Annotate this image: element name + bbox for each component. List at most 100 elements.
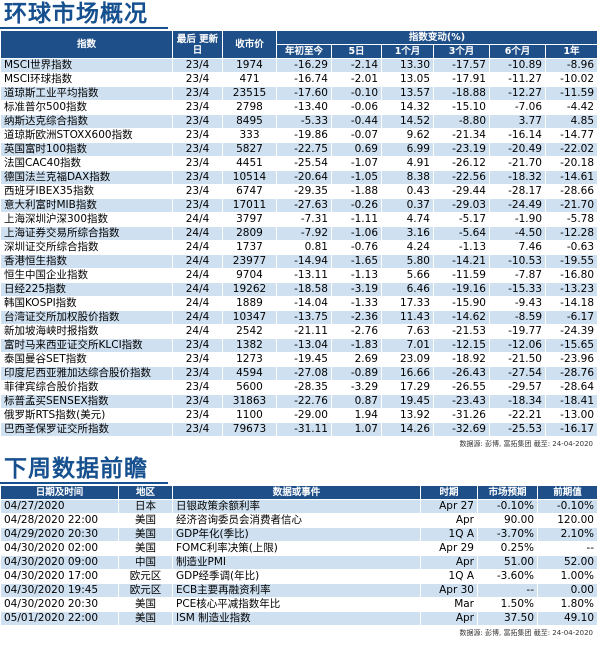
table-cell: -14.94 (276, 254, 332, 269)
table-cell: 中国 (118, 555, 173, 570)
table-cell: 19.45 (381, 394, 434, 409)
table-cell: -0.10% (477, 499, 538, 514)
table-cell: Apr 27 (420, 499, 478, 514)
table-row: MSCI世界指数 23/4 1974 -16.29 -2.14 13.30 -17.57 -1… (0, 58, 597, 73)
table-cell: 4.85 (544, 114, 597, 129)
market-title: 环球市场概况 (4, 1, 148, 27)
table-cell: -6.17 (544, 310, 597, 325)
table-cell: 纳斯达克综合指数 (0, 114, 173, 129)
table-cell: -3.19 (331, 282, 382, 297)
table-cell: -1.07 (331, 156, 382, 171)
table-cell: -19.55 (544, 254, 597, 269)
table-row: 04/30/2020 09:00 中国 制造业PMI Apr 51.00 52.00 (0, 555, 597, 570)
market-section-title: 环球市场概况 (0, 0, 597, 30)
table-row: 上海证券交易所综合指数 24/4 2809 -7.92 -1.06 3.16 -5.64 -4… (0, 226, 597, 241)
table-cell: -21.34 (433, 128, 490, 143)
table-cell: 6.46 (381, 282, 434, 297)
table-cell: 9.62 (381, 128, 434, 143)
table-row: MSCI环球指数 23/4 471 -16.74 -2.01 13.05 -17.91 -11… (0, 72, 597, 87)
header-change-group: 指数变动(%) (275, 30, 597, 45)
table-cell: 23/4 (172, 86, 223, 101)
table-cell: -22.75 (276, 142, 332, 157)
table-cell: 新加坡海峡时报指数 (0, 324, 173, 339)
table-cell: -28.64 (544, 380, 597, 395)
table-cell: -14.04 (276, 296, 332, 311)
table-cell: 1.50% (477, 597, 538, 612)
table-cell: -8.96 (544, 58, 597, 73)
events-source-note: 数据源: 彭博, 富拓集团 截至: 24-04-2020 (459, 629, 593, 637)
table-row: 菲律宾综合股价指数 23/4 5600 -28.35 -3.29 17.29 -26.55-… (0, 380, 597, 395)
table-cell: 1737 (222, 240, 277, 255)
table-cell: -13.75 (276, 310, 332, 325)
table-cell: 13.92 (381, 408, 434, 423)
table-cell: 韩国KOSPI指数 (0, 296, 173, 311)
table-cell: FOMC利率决策(上限) (172, 541, 421, 556)
table-row: 04/28/2020 22:00 美国 经济咨询委员会消费者信心 Apr 90.00 12… (0, 513, 597, 528)
table-cell: 美国 (118, 513, 173, 528)
table-cell: 1Q A (420, 527, 478, 542)
table-cell: -0.63 (544, 240, 597, 255)
table-cell: -10.89 (489, 58, 546, 73)
table-cell: -18.34 (489, 394, 546, 409)
table-cell: 1273 (222, 352, 277, 367)
events-header: 日期及时间 (0, 485, 119, 500)
table-cell: 17.29 (381, 380, 434, 395)
table-row: 日经225指数 24/4 19262 -18.58 -3.19 6.46 -19.16 -15… (0, 282, 597, 297)
table-cell: 巴西圣保罗证交所指数 (0, 422, 173, 437)
table-cell: 7.01 (381, 338, 434, 353)
table-cell: -7.92 (276, 226, 332, 241)
table-cell: -12.27 (489, 86, 546, 101)
table-row: 泰国曼谷SET指数 23/4 1273 -19.45 2.69 23.09 -18.92 -2… (0, 352, 597, 367)
table-cell: -10.02 (544, 72, 597, 87)
table-cell: -7.87 (489, 268, 546, 283)
table-cell: -18.88 (433, 86, 490, 101)
table-cell: 0.37 (381, 198, 434, 213)
table-row: 上海深圳沪深300指数 24/4 3797 -7.31 -1.11 4.74 -5.17 -1… (0, 212, 597, 227)
table-cell: -27.63 (276, 198, 332, 213)
table-cell: 4594 (222, 366, 277, 381)
header-last-update: 最后 更新日 (172, 30, 223, 59)
table-cell: -15.90 (433, 296, 490, 311)
table-cell: 23/4 (172, 72, 223, 87)
header-close: 收市价 (222, 30, 277, 59)
table-cell: 上海深圳沪深300指数 (0, 212, 173, 227)
table-cell: 24/4 (172, 296, 223, 311)
table-cell: Apr (420, 611, 478, 626)
table-cell: -28.35 (276, 380, 332, 395)
header-period: 5日 (331, 44, 382, 59)
table-cell: 23/4 (172, 100, 223, 115)
table-cell: -1.05 (331, 170, 382, 185)
table-cell: 04/28/2020 22:00 (0, 513, 119, 528)
table-row: 04/30/2020 17:00 欧元区 GDP经季调(年比) 1Q A -3.60% 1… (0, 569, 597, 584)
table-cell: 英国富时100指数 (0, 142, 173, 157)
table-cell: 2809 (222, 226, 277, 241)
header-period: 3个月 (433, 44, 490, 59)
table-cell: -13.11 (276, 268, 332, 283)
header-period: 6个月 (489, 44, 546, 59)
table-cell: -21.53 (433, 324, 490, 339)
table-cell: 美国 (118, 611, 173, 626)
table-cell: 13.57 (381, 86, 434, 101)
table-row: 04/27/2020 日本 日银政策余额利率 Apr 27 -0.10% -0.10% (0, 499, 597, 514)
table-cell: 31863 (222, 394, 277, 409)
table-cell: 1889 (222, 296, 277, 311)
table-cell: -0.89 (331, 366, 382, 381)
table-cell: 23515 (222, 86, 277, 101)
table-cell: -2.01 (331, 72, 382, 87)
header-index: 指数 (0, 30, 173, 59)
table-cell: -3.60% (477, 569, 538, 584)
table-cell: 俄罗斯RTS指数(美元) (0, 408, 173, 423)
table-cell: 道琼斯工业平均指数 (0, 86, 173, 101)
table-cell: 51.00 (477, 555, 538, 570)
table-cell: -25.53 (489, 422, 546, 437)
table-cell: 美国 (118, 597, 173, 612)
table-cell: 333 (222, 128, 277, 143)
table-cell: -1.13 (331, 268, 382, 283)
table-cell: -18.41 (544, 394, 597, 409)
table-cell: 17011 (222, 198, 277, 213)
table-cell: 9704 (222, 268, 277, 283)
table-cell: 24/4 (172, 212, 223, 227)
table-cell: 24/4 (172, 282, 223, 297)
table-cell: Apr (420, 555, 478, 570)
table-cell: 法国CAC40指数 (0, 156, 173, 171)
